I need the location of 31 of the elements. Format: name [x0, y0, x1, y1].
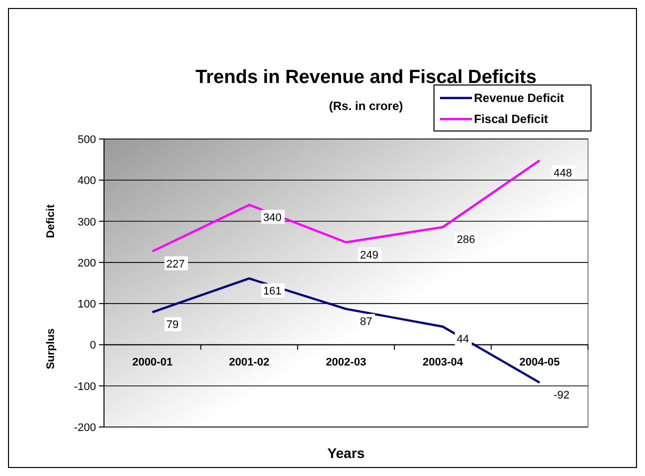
data-label: 87: [360, 316, 372, 328]
data-label: 227: [166, 258, 185, 270]
x-tick-label: 2001-02: [229, 356, 270, 369]
x-tick-label: 2000-01: [132, 356, 173, 369]
y-tick-label: 400: [78, 175, 96, 188]
data-label: -92: [554, 390, 570, 402]
y-tick-label: 0: [90, 340, 96, 352]
chart-subtitle: (Rs. in crore): [328, 99, 404, 113]
legend-label: Revenue Deficit: [474, 91, 564, 105]
y-tick-label: -200: [74, 422, 96, 434]
data-label: 79: [166, 319, 179, 332]
text: Surplus: [45, 328, 57, 370]
x-tick-label: 2002-03: [326, 356, 366, 369]
line-series: [151, 159, 541, 252]
y-axis-title: Deficit: [45, 204, 57, 238]
y-tick-label: 200: [78, 257, 96, 270]
x-axis-title: Years: [327, 445, 365, 461]
data-label: 448: [554, 167, 572, 180]
data-label: 44: [456, 334, 470, 346]
x-tick-label: 2004-05: [519, 356, 560, 369]
y-tick-label: 300: [78, 216, 96, 228]
data-label: 340: [263, 212, 282, 224]
data-label: 161: [263, 285, 282, 298]
data-label: 249: [360, 249, 378, 262]
chart-title: Trends in Revenue and Fiscal Deficits: [195, 67, 537, 88]
data-label: 286: [456, 234, 476, 246]
y-tick-label: -100: [74, 380, 96, 393]
y-tick-label: 100: [78, 298, 96, 311]
x-tick-label: 2003-04: [422, 356, 464, 369]
legend-label: Fiscal Deficit: [474, 112, 548, 126]
y-tick-label: 500: [78, 134, 96, 146]
